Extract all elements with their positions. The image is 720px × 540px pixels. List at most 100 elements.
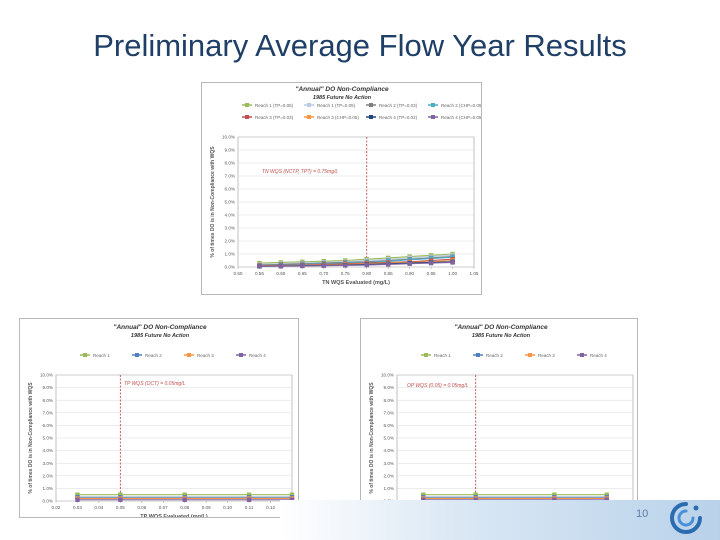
data-point [182,497,187,502]
legend-marker [307,115,311,119]
y-tick-label: 2.0% [43,473,53,478]
y-tick-label: 8.0% [225,161,235,166]
legend-label: Reach 2 [145,353,162,358]
y-tick-label: 9.0% [384,385,394,390]
y-tick-label: 3.0% [43,461,53,466]
y-tick-label: 6.0% [225,187,235,192]
threshold-annotation: TN WQS (NCTP, TP?) = 0.75mg/L [262,169,338,175]
y-tick-label: 7.0% [225,174,235,179]
chart-subtitle: 1985 Future No Action [472,333,531,339]
x-tick-label: 0.03 [73,505,82,510]
legend-marker [580,353,584,357]
series-line [259,253,453,264]
data-point [364,262,369,268]
legend-label: Reach 2 (TP=0.03) [379,103,418,108]
data-point [118,497,123,502]
y-tick-label: 6.0% [384,423,394,428]
x-tick-label: 0.09 [202,505,211,510]
legend-marker [245,103,249,107]
chart-subtitle: 1985 Future No Action [131,333,190,339]
x-tick-label: 0.10 [223,505,232,510]
x-tick-label: 0.75 [341,271,350,276]
chart-title: "Annual" DO Non-Compliance [454,324,548,331]
legend-label: Reach 1 [93,353,110,358]
legend-label: Reach 4 [249,353,266,358]
data-point [246,492,252,497]
legend-label: Reach 1 [434,353,451,358]
legend-marker [307,103,311,107]
chart-svg-2: "Annual" DO Non-Compliance 1985 Future No… [369,324,637,517]
x-tick-label: 0.06 [137,505,146,510]
data-point [428,260,434,266]
chart-title: "Annual" DO Non-Compliance [113,324,207,331]
data-point [407,261,412,266]
legend-label: Reach 3 [197,353,214,358]
x-tick-label: 0.65 [298,271,307,276]
y-tick-label: 10.0% [40,373,53,378]
legend-label: Reach 3 (CHP=0.05) [317,115,359,120]
legend-marker [83,353,87,357]
x-axis-label: TP WQS Evaluated (mg/L) [140,514,208,517]
x-tick-label: 0.90 [405,271,414,276]
series-line [259,256,453,266]
x-tick-label: 0.50 [234,271,243,276]
legend-label: Reach 1 (TP=0.05) [255,103,294,108]
y-axis-label: % of times DO is in Non-Compliance with … [28,382,34,494]
x-tick-label: 0.60 [276,271,285,276]
y-tick-label: 1.0% [43,486,53,491]
y-tick-label: 0.0% [43,499,53,504]
x-tick-label: 0.70 [319,271,328,276]
data-point [182,492,187,497]
legend-label: Reach 4 (CHP=0.05) [441,115,481,120]
y-tick-label: 4.0% [384,448,394,453]
y-tick-label: 5.0% [384,436,394,441]
chart-svg-0: "Annual" DO Non-Compliance 1985 Future No… [210,86,481,286]
data-point [300,263,305,269]
chart-subtitle: 1985 Future No Action [313,95,372,101]
legend-label: Reach 2 (CHP=0.05) [441,103,481,108]
legend-marker [431,103,435,107]
y-tick-label: 8.0% [384,398,394,403]
threshold-annotation: OP WQS (0.05) = 0.05mg/L [407,383,469,389]
slide-title: Preliminary Average Flow Year Results [93,28,627,63]
series-line [259,261,453,267]
x-tick-label: 0.02 [52,505,61,510]
data-point [450,260,455,265]
series-line [259,254,453,265]
y-axis-label: % of times DO is in Non-Compliance with … [210,146,216,258]
data-point [552,492,557,497]
legend-marker [187,353,191,357]
y-tick-label: 0.0% [225,265,235,270]
y-tick-label: 2.0% [384,473,394,478]
legend-label: Reach 3 (TP=0.03) [255,115,294,120]
y-tick-label: 3.0% [225,226,235,231]
data-point [552,497,557,502]
legend-marker [239,353,243,357]
data-point [473,497,478,502]
data-point [421,492,426,497]
x-tick-label: 1.05 [470,271,479,276]
x-tick-label: 0.80 [362,271,371,276]
data-point [604,492,609,497]
legend-marker [135,353,139,357]
data-point [257,264,262,269]
chart-tn: "Annual" DO Non-Compliance 1985 Future No… [201,82,482,295]
legend-label: Reach 2 [486,353,503,358]
data-point [321,263,327,268]
y-tick-label: 9.0% [43,385,53,390]
y-tick-label: 3.0% [384,461,394,466]
data-point [604,497,609,502]
data-point [278,264,284,269]
y-tick-label: 10.0% [381,373,394,378]
legend-label: Reach 3 [538,353,555,358]
legend-marker [369,115,373,119]
x-tick-label: 0.04 [94,505,103,510]
x-tick-label: 0.85 [384,271,393,276]
data-point [289,492,295,497]
legend-label: Reach 1 (TP=0.05) [317,103,356,108]
y-tick-label: 4.0% [43,448,53,453]
y-tick-label: 1.0% [384,486,394,491]
data-point [473,492,478,497]
data-point [75,497,80,502]
y-tick-label: 8.0% [43,398,53,403]
